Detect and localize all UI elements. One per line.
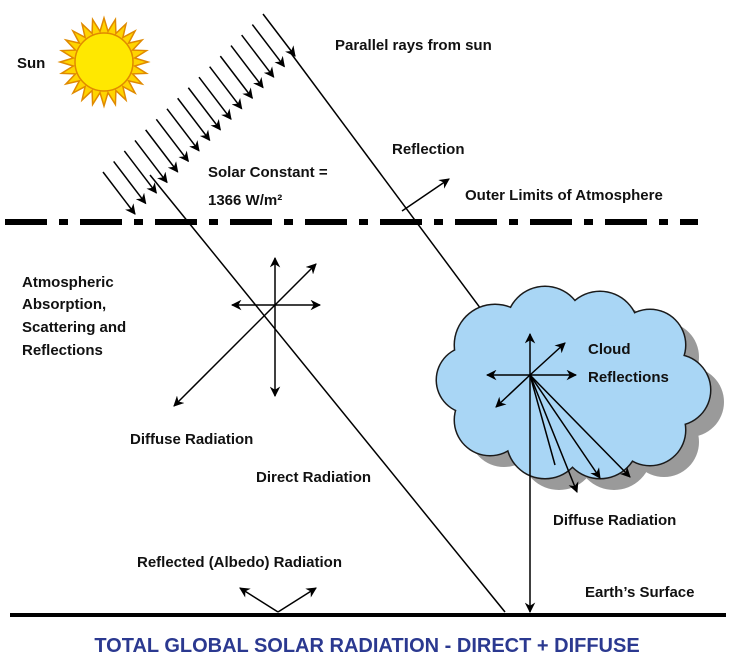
ray-arrow <box>262 13 296 57</box>
arrow <box>529 374 556 466</box>
ray-arrow <box>134 139 168 184</box>
reflection-arrow <box>401 178 450 212</box>
arrow <box>495 374 531 408</box>
label: Cloud <box>588 341 631 358</box>
ray-arrow <box>230 45 264 89</box>
label: Reflected (Albedo) Radiation <box>137 554 342 571</box>
ray-arrow <box>145 129 179 173</box>
arrow <box>529 374 631 478</box>
label: Atmospheric <box>22 274 114 291</box>
arrow <box>173 304 276 407</box>
albedo-arrow <box>277 587 317 613</box>
label: Sun <box>17 55 45 72</box>
cloud-body <box>437 347 503 413</box>
label: Diffuse Radiation <box>553 512 676 529</box>
label: Outer Limits of Atmosphere <box>465 187 663 204</box>
arrow <box>529 374 601 479</box>
ray-arrow <box>155 118 189 163</box>
cloud <box>435 285 724 490</box>
ray-arrow <box>198 76 232 121</box>
arrow <box>274 263 317 306</box>
label: Reflection <box>392 141 465 158</box>
ray-arrow <box>166 108 200 152</box>
label: Direct Radiation <box>256 469 371 486</box>
arrow <box>529 342 566 376</box>
label: Parallel rays from sun <box>335 37 492 54</box>
ray-arrow <box>177 97 211 142</box>
ray-arrow <box>123 150 157 194</box>
label: Reflections <box>22 342 103 359</box>
ray-arrow <box>187 87 221 131</box>
label: Earth’s Surface <box>585 584 695 601</box>
ray-arrow <box>209 66 243 110</box>
cloud-scatter <box>485 332 631 614</box>
ray-arrow <box>251 24 285 68</box>
albedo-arrow <box>239 587 279 613</box>
label: Diffuse Radiation <box>130 431 253 448</box>
footer-title: TOTAL GLOBAL SOLAR RADIATION - DIRECT + … <box>94 635 639 657</box>
label: 1366 W/m² <box>208 192 282 209</box>
sun <box>57 15 151 109</box>
atmosphere-scatter <box>173 256 322 407</box>
ray-arrow <box>113 161 147 205</box>
direct-ray <box>149 174 506 613</box>
parallel-rays <box>102 13 296 215</box>
ray-arrow <box>219 55 253 99</box>
ray-arrow <box>241 34 275 78</box>
label: Solar Constant = <box>208 164 328 181</box>
arrow <box>529 374 579 493</box>
label: Absorption, <box>22 296 106 313</box>
sun-disc <box>74 32 134 92</box>
ray-arrow <box>102 171 136 215</box>
cloud-body <box>560 325 680 445</box>
label: Reflections <box>588 369 669 386</box>
label: Scattering and <box>22 319 126 336</box>
